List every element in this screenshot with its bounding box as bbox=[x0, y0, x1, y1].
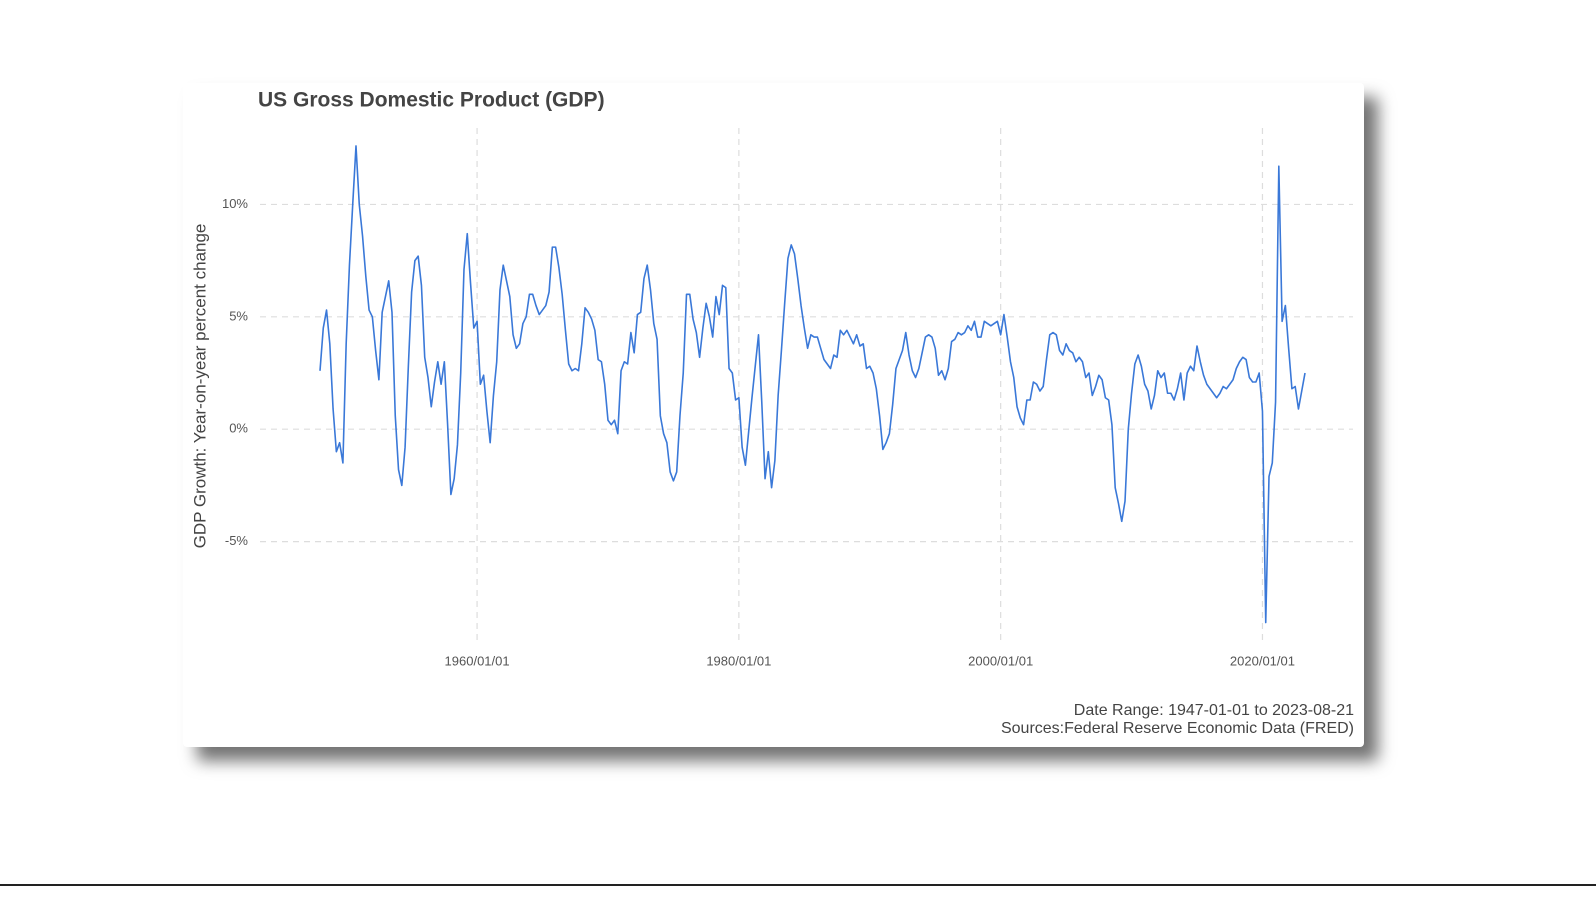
y-axis-label: GDP Growth: Year-on-year percent change bbox=[190, 224, 209, 549]
caption: Date Range: 1947-01-01 to 2023-08-21 bbox=[1074, 702, 1354, 719]
chart-card bbox=[183, 83, 1364, 747]
x-tick-label: 1960/01/01 bbox=[445, 653, 510, 668]
x-tick-label: 1980/01/01 bbox=[706, 653, 771, 668]
x-tick-label: 2020/01/01 bbox=[1230, 653, 1295, 668]
x-tick-label: 2000/01/01 bbox=[968, 653, 1033, 668]
y-tick-label: 10% bbox=[222, 196, 248, 211]
chart-title: US Gross Domestic Product (GDP) bbox=[258, 89, 605, 112]
gdp-line bbox=[319, 145, 1306, 624]
y-tick-label: 0% bbox=[229, 421, 248, 436]
caption: Sources:Federal Reserve Economic Data (F… bbox=[1001, 720, 1354, 737]
y-tick-label: 5% bbox=[229, 308, 248, 323]
bottom-rule bbox=[0, 884, 1596, 886]
y-tick-label: -5% bbox=[225, 533, 249, 548]
